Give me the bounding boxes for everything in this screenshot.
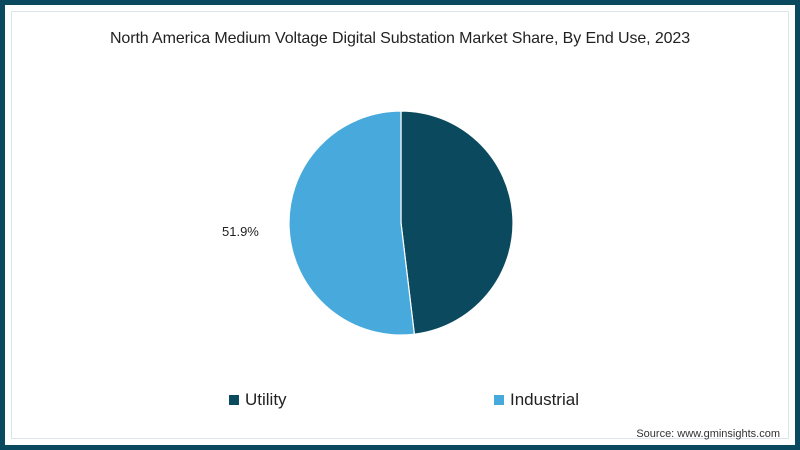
industrial-data-label: 51.9% xyxy=(222,224,259,239)
legend-label-industrial: Industrial xyxy=(510,390,579,409)
chart-title: North America Medium Voltage Digital Sub… xyxy=(109,30,691,47)
legend-item-industrial: Industrial xyxy=(494,390,579,410)
legend-item-utility: Utility xyxy=(229,390,287,410)
industrial-swatch-icon xyxy=(494,395,504,405)
source-note: Source: www.gminsights.com xyxy=(636,428,780,440)
utility-swatch-icon xyxy=(229,395,239,405)
pie-slice-utility xyxy=(400,110,514,335)
legend-label-utility: Utility xyxy=(245,390,287,409)
pie-slice-industrial xyxy=(288,110,416,336)
